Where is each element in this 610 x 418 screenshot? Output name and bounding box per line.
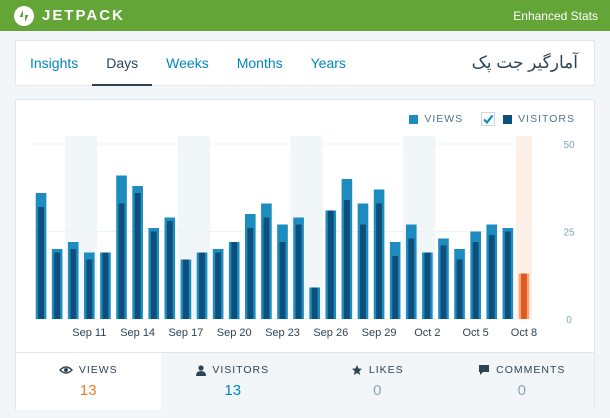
stat-views[interactable]: VIEWS 13 (16, 353, 161, 410)
views-swatch (409, 114, 419, 124)
visitors-bar (376, 203, 383, 319)
stat-views-label: VIEWS (78, 364, 118, 376)
x-tick-label: Oct 8 (511, 327, 537, 339)
stat-comments-label: COMMENTS (496, 364, 566, 376)
summary-tabs: VIEWS 13 VISITORS 13 LIKES 0 (16, 352, 594, 410)
tab-years[interactable]: Years (310, 55, 346, 71)
top-bar: JETPACK Enhanced Stats (0, 0, 610, 31)
star-icon (351, 365, 362, 375)
stat-views-value: 13 (79, 382, 97, 399)
visitors-bar (360, 224, 366, 319)
visitors-bar (38, 207, 44, 319)
visitors-bar (54, 252, 61, 319)
x-tick-label: Sep 20 (217, 327, 252, 339)
visitors-bar (231, 242, 238, 319)
tab-insights[interactable]: Insights (30, 55, 79, 71)
y-tick-label: 50 (563, 140, 575, 151)
y-tick-label: 0 (566, 315, 572, 326)
tab-weeks[interactable]: Weeks (166, 55, 209, 71)
enhanced-stats-link[interactable]: Enhanced Stats (513, 8, 598, 23)
visitors-bar (86, 259, 93, 319)
visitors-bar (488, 235, 495, 319)
tab-months[interactable]: Months (236, 55, 283, 71)
stat-likes[interactable]: LIKES 0 (305, 353, 450, 410)
x-tick-label: Oct 2 (414, 327, 440, 339)
weekend-band (306, 136, 323, 319)
visitors-bar (182, 259, 189, 319)
visitors-bar (440, 245, 447, 319)
visitors-bar (408, 238, 415, 319)
visitors-bar (263, 217, 270, 319)
jetpack-brand[interactable]: JETPACK (14, 5, 125, 26)
visitors-bar (215, 252, 222, 319)
visitors-bar (424, 252, 431, 319)
comment-icon (479, 365, 490, 375)
bar-chart: 0 25 50 Sep 11 Sep 14 Sep 17 Sep 20 Sep 23 Sep 2… (33, 136, 575, 339)
x-tick-label: Sep 14 (120, 327, 155, 339)
visitors-bar (327, 210, 334, 319)
stat-likes-label: LIKES (368, 364, 404, 376)
visitors-bar (118, 203, 125, 319)
visitors-swatch (503, 114, 513, 124)
x-tick-label: Sep 29 (362, 327, 397, 339)
visitors-bar (311, 287, 318, 319)
visitors-toggle-checkbox[interactable] (481, 112, 496, 126)
visitors-bar (134, 193, 141, 319)
x-tick-label: Sep 26 (313, 327, 348, 339)
visitors-bar (472, 242, 479, 319)
jetpack-logo-icon (14, 5, 34, 26)
stat-comments-value: 0 (517, 382, 526, 399)
stat-likes-value: 0 (373, 382, 382, 399)
visitors-bar (456, 259, 463, 319)
visitors-bar (199, 252, 205, 319)
period-tabs: Insights Days Weeks Months Years آمارگیر… (15, 40, 595, 86)
chart-legend: VIEWS VISITORS (409, 112, 575, 126)
visitors-bar (70, 249, 77, 319)
stat-comments-heading: COMMENTS (478, 364, 565, 376)
visitors-bar (150, 231, 157, 319)
visitors-bar (295, 224, 302, 319)
visitors-bar (392, 256, 399, 319)
visitors-bar (521, 273, 527, 319)
stat-visitors-label: VISITORS (212, 364, 270, 376)
legend-visitors: VISITORS (503, 113, 575, 125)
visitors-bar (102, 252, 109, 319)
visitors-bar (166, 221, 173, 319)
stats-chart-card: 0 25 50 Sep 11 Sep 14 Sep 17 Sep 20 Sep 23 Sep 2… (15, 99, 595, 410)
stat-views-heading: VIEWS (58, 364, 118, 376)
eye-icon (58, 366, 73, 374)
visitors-bar (247, 228, 254, 319)
visitors-bar (279, 242, 286, 319)
legend-visitors-label: VISITORS (518, 113, 575, 125)
stat-visitors-heading: VISITORS (196, 364, 269, 376)
x-tick-label: Sep 23 (265, 327, 300, 339)
x-tick-label: Sep 11 (72, 327, 106, 339)
visitors-bar (504, 231, 511, 319)
stat-likes-heading: LIKES (351, 364, 404, 376)
site-title: آمارگیر جت پک (471, 53, 578, 72)
checkmark-icon (483, 114, 494, 125)
legend-views-label: VIEWS (424, 113, 464, 125)
y-tick-label: 25 (563, 228, 575, 239)
stat-visitors[interactable]: VISITORS 13 (160, 353, 305, 410)
x-tick-label: Oct 5 (463, 327, 489, 339)
stat-comments[interactable]: COMMENTS 0 (449, 353, 594, 410)
tab-days[interactable]: Days (92, 41, 153, 86)
stat-visitors-value: 13 (224, 382, 242, 399)
legend-views: VIEWS (409, 113, 463, 125)
person-icon (196, 364, 207, 376)
visitors-bar (343, 200, 350, 319)
selected-day-band (515, 136, 532, 319)
brand-name: JETPACK (42, 7, 125, 24)
x-tick-label: Sep 17 (168, 327, 203, 339)
